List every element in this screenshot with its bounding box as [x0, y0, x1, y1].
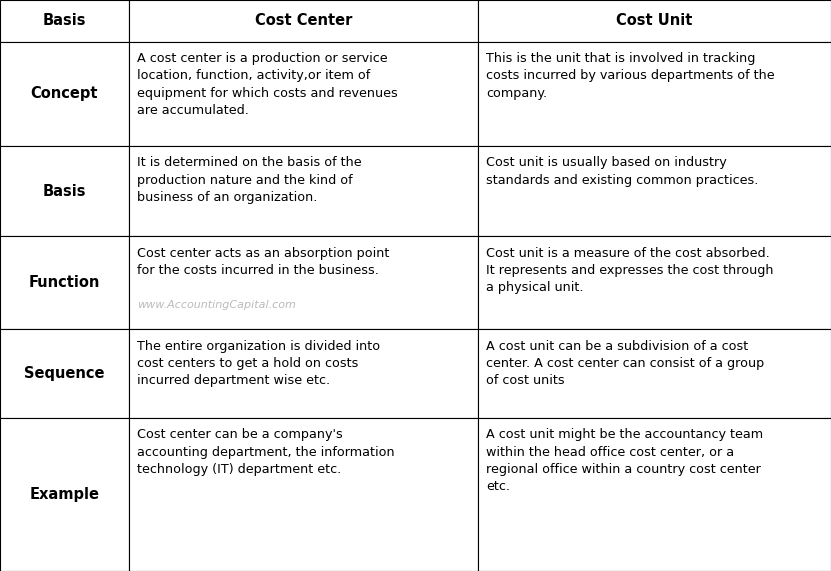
Text: regional office within a country cost center: regional office within a country cost ce…: [486, 463, 761, 476]
Bar: [0, 42, 129, 146]
Text: Function: Function: [29, 275, 100, 291]
Text: It represents and expresses the cost through: It represents and expresses the cost thr…: [486, 264, 774, 277]
Text: www.AccountingCapital.com: www.AccountingCapital.com: [137, 300, 296, 311]
Text: a physical unit.: a physical unit.: [486, 282, 583, 295]
Text: production nature and the kind of: production nature and the kind of: [137, 174, 352, 187]
Text: company.: company.: [486, 87, 548, 100]
Bar: [478, 236, 831, 329]
Text: A cost unit might be the accountancy team: A cost unit might be the accountancy tea…: [486, 428, 763, 441]
Text: cost centers to get a hold on costs: cost centers to get a hold on costs: [137, 357, 358, 370]
Text: equipment for which costs and revenues: equipment for which costs and revenues: [137, 87, 398, 100]
Text: Cost unit is usually based on industry: Cost unit is usually based on industry: [486, 156, 727, 170]
Text: A cost unit can be a subdivision of a cost: A cost unit can be a subdivision of a co…: [486, 340, 749, 353]
Bar: [0, 0, 129, 42]
Bar: [0, 329, 129, 418]
Text: A cost center is a production or service: A cost center is a production or service: [137, 52, 388, 65]
Text: etc.: etc.: [486, 480, 510, 493]
Text: This is the unit that is involved in tracking: This is the unit that is involved in tra…: [486, 52, 755, 65]
Text: of cost units: of cost units: [486, 375, 565, 388]
Text: for the costs incurred in the business.: for the costs incurred in the business.: [137, 264, 379, 277]
Bar: [129, 146, 478, 236]
Bar: [0, 146, 129, 236]
Text: within the head office cost center, or a: within the head office cost center, or a: [486, 445, 735, 459]
Text: Concept: Concept: [31, 86, 98, 102]
Text: technology (IT) department etc.: technology (IT) department etc.: [137, 463, 342, 476]
Text: It is determined on the basis of the: It is determined on the basis of the: [137, 156, 361, 170]
Text: are accumulated.: are accumulated.: [137, 104, 249, 117]
Text: standards and existing common practices.: standards and existing common practices.: [486, 174, 759, 187]
Bar: [129, 418, 478, 571]
Bar: [0, 418, 129, 571]
Bar: [129, 329, 478, 418]
Text: Cost unit is a measure of the cost absorbed.: Cost unit is a measure of the cost absor…: [486, 247, 770, 260]
Text: Basis: Basis: [42, 184, 86, 199]
Bar: [129, 42, 478, 146]
Text: incurred department wise etc.: incurred department wise etc.: [137, 375, 330, 388]
Text: business of an organization.: business of an organization.: [137, 191, 317, 204]
Bar: [478, 418, 831, 571]
Text: Cost Center: Cost Center: [254, 13, 352, 29]
Text: Example: Example: [29, 487, 100, 502]
Text: location, function, activity,or item of: location, function, activity,or item of: [137, 69, 371, 82]
Bar: [129, 0, 478, 42]
Text: costs incurred by various departments of the: costs incurred by various departments of…: [486, 69, 774, 82]
Text: Sequence: Sequence: [24, 366, 105, 381]
Bar: [478, 329, 831, 418]
Text: center. A cost center can consist of a group: center. A cost center can consist of a g…: [486, 357, 765, 370]
Text: accounting department, the information: accounting department, the information: [137, 445, 395, 459]
Bar: [478, 0, 831, 42]
Text: Cost center can be a company's: Cost center can be a company's: [137, 428, 343, 441]
Text: Cost center acts as an absorption point: Cost center acts as an absorption point: [137, 247, 390, 260]
Bar: [478, 42, 831, 146]
Bar: [0, 236, 129, 329]
Text: The entire organization is divided into: The entire organization is divided into: [137, 340, 381, 353]
Text: Basis: Basis: [42, 13, 86, 29]
Text: Cost Unit: Cost Unit: [617, 13, 692, 29]
Bar: [478, 146, 831, 236]
Bar: [129, 236, 478, 329]
